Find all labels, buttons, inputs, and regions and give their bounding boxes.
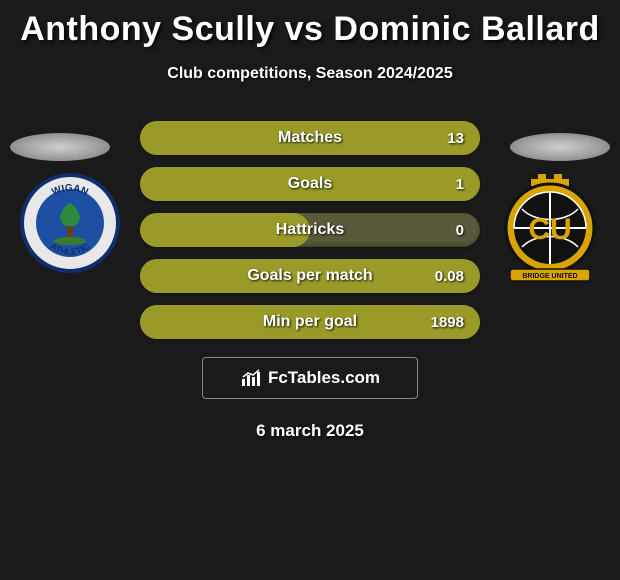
club-crest-right: CU BRIDGE UNITED — [500, 173, 600, 273]
wigan-crest-svg: WIGAN ATHLETIC — [20, 173, 120, 273]
crest-right-letters: CU — [528, 213, 571, 246]
club-crest-left: WIGAN ATHLETIC — [20, 173, 120, 273]
subtitle: Club competitions, Season 2024/2025 — [0, 65, 620, 83]
stat-bar: Hattricks0 — [140, 213, 480, 247]
crest-right-ribbon: BRIDGE UNITED — [522, 273, 577, 280]
branding-text: FcTables.com — [268, 368, 380, 388]
stat-value: 1 — [456, 176, 464, 193]
stat-bar: Min per goal1898 — [140, 305, 480, 339]
stat-bar: Matches13 — [140, 121, 480, 155]
cambridge-crest-svg: CU BRIDGE UNITED — [500, 173, 600, 283]
stat-bar: Goals1 — [140, 167, 480, 201]
stat-label: Goals — [140, 175, 480, 193]
shadow-ellipse-right — [510, 133, 610, 161]
chart-icon — [240, 367, 262, 389]
stat-value: 13 — [447, 130, 464, 147]
date-text: 6 march 2025 — [0, 421, 620, 441]
stat-value: 0.08 — [435, 268, 464, 285]
stat-label: Min per goal — [140, 313, 480, 331]
stat-bars: Matches13 Goals1 Hattricks0 Goals per match… — [140, 121, 480, 339]
stat-value: 0 — [456, 222, 464, 239]
stat-bar: Goals per match0.08 — [140, 259, 480, 293]
stat-label: Hattricks — [140, 221, 480, 239]
shadow-ellipse-left — [10, 133, 110, 161]
stat-label: Matches — [140, 129, 480, 147]
comparison-area: WIGAN ATHLETIC CU BRIDGE UNITED Matches — [0, 121, 620, 339]
stat-value: 1898 — [431, 314, 464, 331]
branding-box: FcTables.com — [202, 357, 418, 399]
stat-label: Goals per match — [140, 267, 480, 285]
page-title: Anthony Scully vs Dominic Ballard — [0, 0, 620, 49]
